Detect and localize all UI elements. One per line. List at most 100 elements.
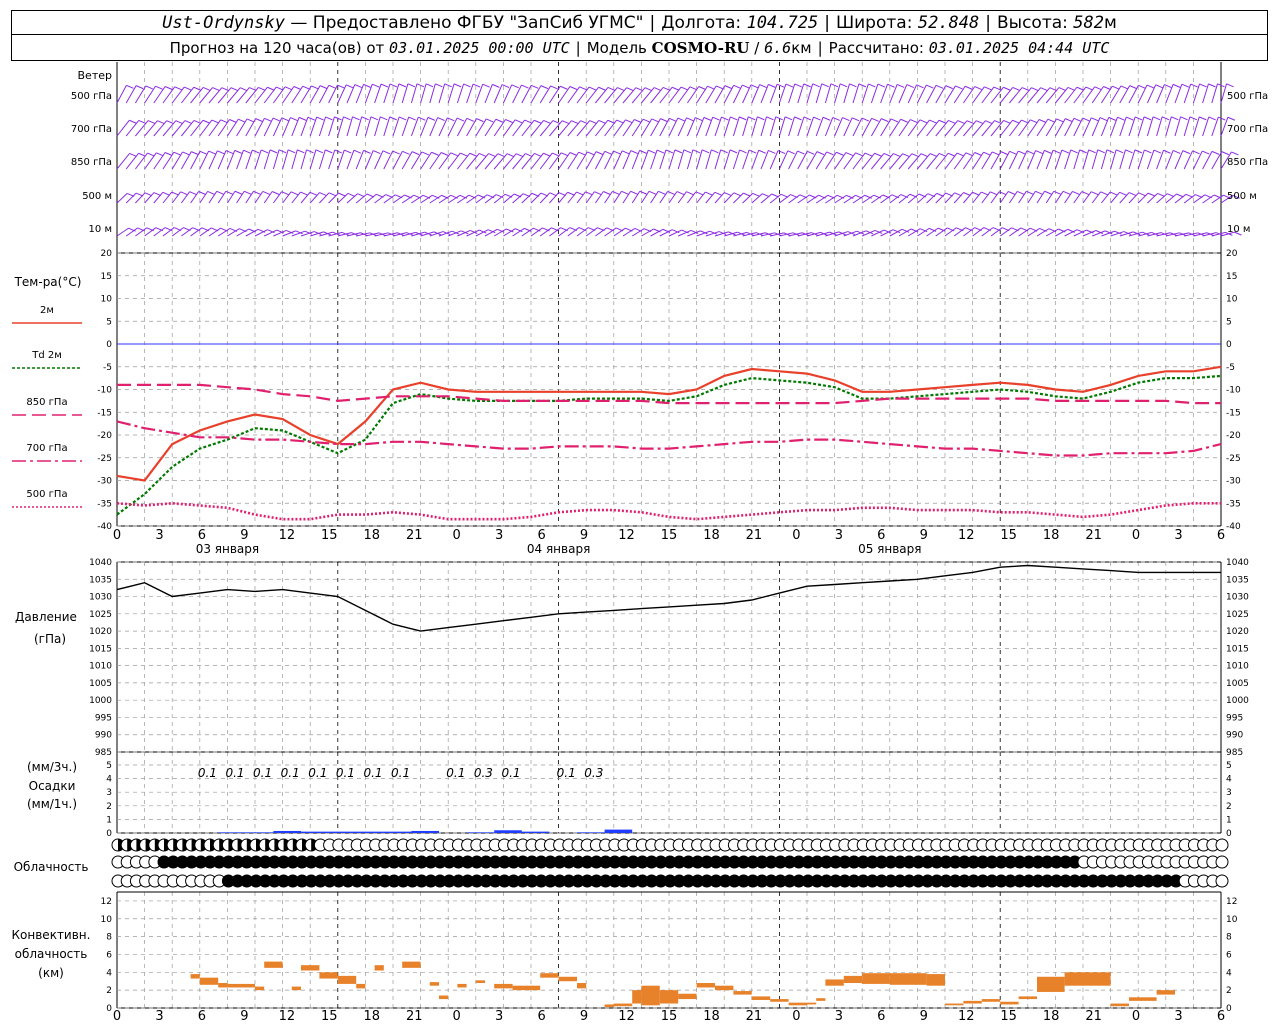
wind-barb — [962, 86, 976, 104]
time-axis-tick: 15 — [661, 1009, 678, 1024]
wind-barb — [346, 193, 358, 204]
time-axis-tick: 6 — [877, 1009, 885, 1024]
wind-barb — [1165, 150, 1174, 170]
wind-barb — [1101, 230, 1115, 237]
conv-cloud-bar — [540, 973, 559, 978]
wind-barb — [732, 149, 741, 170]
wind-barb — [236, 191, 245, 204]
wind-barb-feather — [990, 191, 998, 196]
wind-barb-feather — [1070, 149, 1078, 154]
temp-ytick: -40 — [97, 522, 112, 532]
wind-barb-feather — [807, 150, 815, 155]
wind-barb-feather — [1012, 119, 1020, 124]
wind-barb — [723, 116, 731, 137]
wind-barb-feather — [1047, 118, 1056, 123]
wind-barb-feather — [1067, 86, 1076, 91]
wind-barb-feather — [315, 149, 324, 154]
wind-barb — [953, 227, 966, 237]
wind-barb — [760, 193, 773, 204]
conv-cloud-bar — [457, 983, 467, 988]
wind-barb — [999, 119, 1013, 137]
wind-barb — [420, 194, 433, 204]
wind-barb-feather — [797, 150, 805, 155]
wind-barb-feather — [157, 120, 165, 125]
wind-barb — [199, 119, 213, 137]
wind-barb — [926, 119, 940, 137]
wind-barb-feather — [225, 150, 234, 155]
wind-barb-feather — [246, 118, 255, 123]
wind-barb-feather — [1012, 86, 1020, 91]
temp-ytick: -25 — [97, 454, 112, 464]
wind-barb-feather — [243, 149, 251, 154]
wind-barb — [1027, 87, 1042, 104]
wind-barb — [125, 152, 139, 170]
wind-barb — [512, 153, 526, 170]
wind-barb — [880, 229, 894, 237]
conv-cloud-bar — [356, 983, 366, 989]
cloud-symbol — [1215, 838, 1229, 852]
wind-barb — [236, 228, 249, 237]
wind-barb — [778, 116, 786, 137]
wind-barb — [374, 83, 382, 104]
wind-barb — [1073, 149, 1081, 170]
wind-barb-feather — [794, 83, 802, 88]
wind-barb — [401, 116, 410, 137]
wind-barb-feather — [543, 119, 551, 124]
wind-barb — [521, 119, 535, 137]
wind-barb — [548, 152, 562, 170]
wind-barb — [640, 191, 650, 204]
wind-barb-feather — [198, 191, 206, 195]
conv-cloud-bar — [429, 982, 439, 986]
wind-barb — [861, 194, 875, 204]
wind-barb-feather — [721, 116, 729, 121]
wind-barb — [1064, 86, 1078, 104]
wind-barb-feather — [999, 191, 1007, 196]
temp-ytick: 15 — [1226, 272, 1237, 282]
wind-barb — [1211, 116, 1219, 137]
precip-bar — [301, 831, 329, 833]
wind-barb — [309, 149, 317, 170]
wind-barb-feather — [1108, 116, 1116, 121]
wind-barb-feather — [639, 149, 647, 154]
precip-3h-label: 0.1 — [501, 766, 520, 780]
wind-barb — [751, 84, 761, 104]
wind-barb-feather — [552, 120, 561, 125]
time-axis-tick: 18 — [703, 1009, 720, 1024]
wind-barb-feather — [264, 117, 272, 122]
wind-barb — [613, 191, 622, 204]
wind-barb — [475, 118, 487, 137]
time-axis-tick: 6 — [537, 1009, 545, 1024]
wind-barb — [402, 231, 416, 237]
wind-barb — [898, 228, 912, 237]
time-axis-tick: 0 — [453, 528, 461, 543]
wind-barb — [1018, 119, 1031, 137]
wind-barb-feather — [1153, 149, 1162, 154]
wind-barb-feather — [1000, 151, 1009, 156]
wind-barb-feather — [1082, 117, 1090, 122]
wind-barb-feather — [281, 117, 289, 122]
wind-barb-feather — [153, 192, 162, 196]
wind-barb — [337, 149, 345, 170]
wind-barb-feather — [598, 119, 606, 124]
wind-barb — [604, 191, 613, 204]
wind-barb — [135, 227, 148, 237]
wind-barb — [760, 232, 775, 237]
wind-barb — [990, 120, 1004, 137]
wind-barb-feather — [1008, 191, 1016, 195]
wind-barb — [144, 227, 157, 237]
precip-3h-label: 0.1 — [308, 766, 327, 780]
wind-barb — [217, 191, 227, 204]
wind-barb-feather — [858, 83, 867, 88]
wind-barb — [1156, 84, 1165, 104]
conv-cloud-bar — [374, 965, 384, 971]
wind-barb — [585, 86, 599, 104]
wind-barb — [1174, 116, 1182, 137]
wind-barb — [383, 116, 391, 137]
wind-barb — [677, 191, 687, 204]
pressure-unit: (гПа) — [34, 632, 66, 646]
wind-barb — [1101, 191, 1111, 204]
wind-barb-feather — [836, 151, 844, 156]
wind-barb — [806, 116, 814, 137]
wind-barb — [953, 152, 967, 170]
time-axis-tick: 6 — [877, 528, 885, 543]
